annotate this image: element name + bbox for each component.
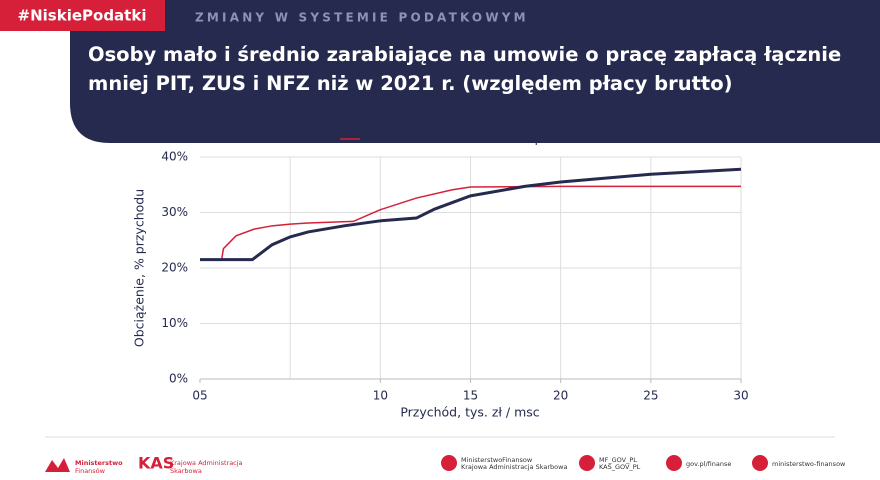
footer: Ministerstwo Finansów KAS Krajowa Admini… bbox=[45, 454, 846, 475]
y-tick-label: 0% bbox=[169, 372, 188, 386]
tw-text: MF_GOV_PL bbox=[599, 456, 637, 464]
kas-text: Krajowa Administracja bbox=[170, 459, 243, 467]
yt-text: MinisterstwoFinansow bbox=[461, 456, 533, 464]
title-box: Osoby mało i średnio zarabiające na umow… bbox=[88, 43, 842, 95]
li-text: ministerstwo-finansow bbox=[772, 460, 846, 468]
tag: #NiskiePodatki bbox=[18, 7, 147, 25]
series-line bbox=[200, 185, 741, 261]
kas-text: Skarbowa bbox=[170, 467, 202, 475]
tw-icon bbox=[579, 455, 595, 471]
x-tick-label: 05 bbox=[192, 389, 207, 403]
banner: ZMIANY W SYSTEMIE PODATKOWYM bbox=[195, 11, 529, 25]
fb-text: gov.pl/finanse bbox=[686, 460, 731, 468]
legend-label: 1 I 2021 bbox=[367, 132, 416, 146]
header-band bbox=[70, 0, 880, 143]
x-tick-label: 20 bbox=[553, 389, 568, 403]
yt-icon bbox=[441, 455, 457, 471]
y-tick-label: 40% bbox=[161, 150, 188, 164]
x-tick-label: 10 bbox=[373, 389, 388, 403]
y-tick-label: 20% bbox=[161, 261, 188, 275]
chart-title: Osoby mało i średnio zarabiające na umow… bbox=[88, 43, 842, 95]
x-tick-label: 30 bbox=[733, 389, 748, 403]
y-axis-label: Obciążenie, % przychodu bbox=[132, 189, 147, 347]
y-tick-label: 10% bbox=[161, 316, 188, 330]
li-icon bbox=[752, 455, 768, 471]
legend-label: 1 I 2022 - po reformie bbox=[473, 132, 604, 146]
yt-text: Krajowa Administracja Skarbowa bbox=[461, 463, 567, 471]
x-tick-label: 15 bbox=[463, 389, 478, 403]
mf-logo bbox=[45, 458, 70, 472]
mf-text: Finansów bbox=[75, 467, 106, 475]
x-tick-label: 25 bbox=[643, 389, 658, 403]
fb-icon bbox=[666, 455, 682, 471]
y-tick-label: 30% bbox=[161, 205, 188, 219]
tag-box bbox=[0, 0, 165, 31]
series-line bbox=[200, 167, 742, 262]
tw-text: KAS_GOV_PL bbox=[599, 463, 641, 471]
mf-text: Ministerstwo bbox=[75, 459, 123, 467]
kas-logo: KAS bbox=[138, 454, 174, 473]
x-axis-label: Przychód, tys. zł / msc bbox=[400, 405, 539, 420]
